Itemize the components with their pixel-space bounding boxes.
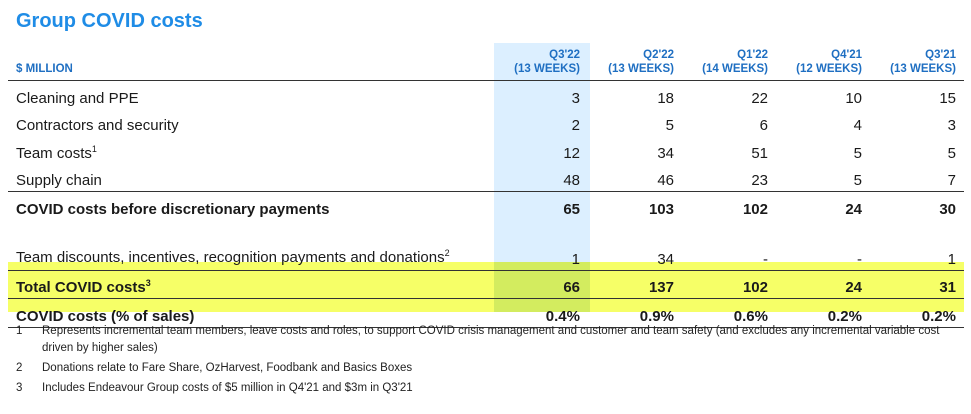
cell: 4 — [853, 117, 862, 134]
percent-of-sales-row: COVID costs (% of sales) 0.4% 0.9% 0.6% … — [8, 298, 964, 328]
table-row: Team discounts, incentives, recognition … — [8, 220, 964, 271]
row-label: Team discounts, incentives, recognition … — [16, 247, 450, 266]
footnote-ref: 2 — [444, 247, 450, 258]
cell: - — [763, 250, 768, 268]
cell: 0.4% — [494, 298, 588, 328]
table-row: Contractors and security 2 5 6 4 3 — [8, 109, 964, 137]
cell: 65 — [494, 191, 588, 220]
cell: 5 — [853, 172, 862, 189]
cell: 51 — [751, 144, 768, 162]
total-row: Total COVID costs3 66 137 102 24 31 — [8, 269, 964, 299]
cell: 102 — [682, 191, 776, 220]
cell: 5 — [947, 144, 956, 162]
subtotal-row: COVID costs before discretionary payment… — [8, 191, 964, 220]
cell: 31 — [870, 269, 964, 299]
table-header-row: $ MILLION Q3'22 (13 WEEKS) Q2'22 (13 WEEKS… — [8, 44, 964, 81]
unit-label: $ MILLION — [8, 44, 494, 81]
cell: 0.6% — [682, 298, 776, 328]
row-label: Team costs1 — [16, 143, 97, 162]
cell: 0.2% — [870, 298, 964, 328]
table-row: Cleaning and PPE 3 18 22 10 15 — [8, 81, 964, 109]
table-row: Supply chain 48 46 23 5 7 — [8, 164, 964, 192]
covid-costs-table: $ MILLION Q3'22 (13 WEEKS) Q2'22 (13 WEEKS… — [8, 44, 964, 328]
footnote-text: Includes Endeavour Group costs of $5 mil… — [42, 382, 413, 394]
cell: 48 — [563, 172, 580, 189]
cell: 34 — [657, 250, 674, 268]
table-row: Team costs1 12 34 51 5 5 — [8, 136, 964, 164]
cell: 22 — [751, 89, 768, 107]
cell: 0.2% — [776, 298, 870, 328]
cell: 15 — [939, 89, 956, 107]
column-header: Q2'22 (13 WEEKS) — [588, 44, 682, 81]
row-label: Cleaning and PPE — [16, 89, 139, 107]
cell: - — [857, 250, 862, 268]
cell: 46 — [657, 172, 674, 189]
cell: 1 — [571, 250, 580, 268]
column-header: Q3'22 (13 WEEKS) — [494, 44, 588, 81]
cell: 3 — [571, 89, 580, 107]
row-label: Contractors and security — [16, 117, 179, 134]
footnote-ref: 3 — [145, 278, 151, 288]
cell: 23 — [751, 172, 768, 189]
cell: 137 — [588, 269, 682, 299]
footnote-ref: 1 — [91, 143, 97, 154]
footnote: 2 Donations relate to Fare Share, OzHarv… — [16, 360, 956, 377]
row-label: COVID costs (% of sales) — [8, 298, 494, 328]
page-title: Group COVID costs — [16, 10, 203, 32]
row-label: Total COVID costs3 — [8, 269, 494, 299]
cell: 3 — [947, 117, 956, 134]
footnote-text: Donations relate to Fare Share, OzHarves… — [42, 362, 413, 374]
cell: 24 — [776, 269, 870, 299]
cell: 103 — [588, 191, 682, 220]
row-label: Supply chain — [16, 172, 102, 189]
footnote-number: 1 — [16, 325, 23, 337]
column-header: Q1'22 (14 WEEKS) — [682, 44, 776, 81]
column-header: Q3'21 (13 WEEKS) — [870, 44, 964, 81]
cell: 5 — [853, 144, 862, 162]
cell: 12 — [563, 144, 580, 162]
cell: 66 — [494, 269, 588, 299]
cell: 5 — [665, 117, 674, 134]
footnote-number: 2 — [16, 362, 23, 374]
cell: 6 — [759, 117, 768, 134]
footnote-text: Represents incremental team members, lea… — [42, 325, 940, 354]
cell: 30 — [870, 191, 964, 220]
cell: 0.9% — [588, 298, 682, 328]
footnotes: 1 Represents incremental team members, l… — [16, 323, 956, 400]
cell: 102 — [682, 269, 776, 299]
cell: 34 — [657, 144, 674, 162]
footnote: 1 Represents incremental team members, l… — [16, 323, 956, 357]
column-header: Q4'21 (12 WEEKS) — [776, 44, 870, 81]
cell: 24 — [776, 191, 870, 220]
row-label: COVID costs before discretionary payment… — [8, 191, 494, 220]
cell: 1 — [947, 250, 956, 268]
cell: 2 — [571, 117, 580, 134]
cell: 18 — [657, 89, 674, 107]
cell: 10 — [845, 89, 862, 107]
footnote: 3 Includes Endeavour Group costs of $5 m… — [16, 380, 956, 397]
footnote-number: 3 — [16, 382, 23, 394]
cell: 7 — [947, 172, 956, 189]
